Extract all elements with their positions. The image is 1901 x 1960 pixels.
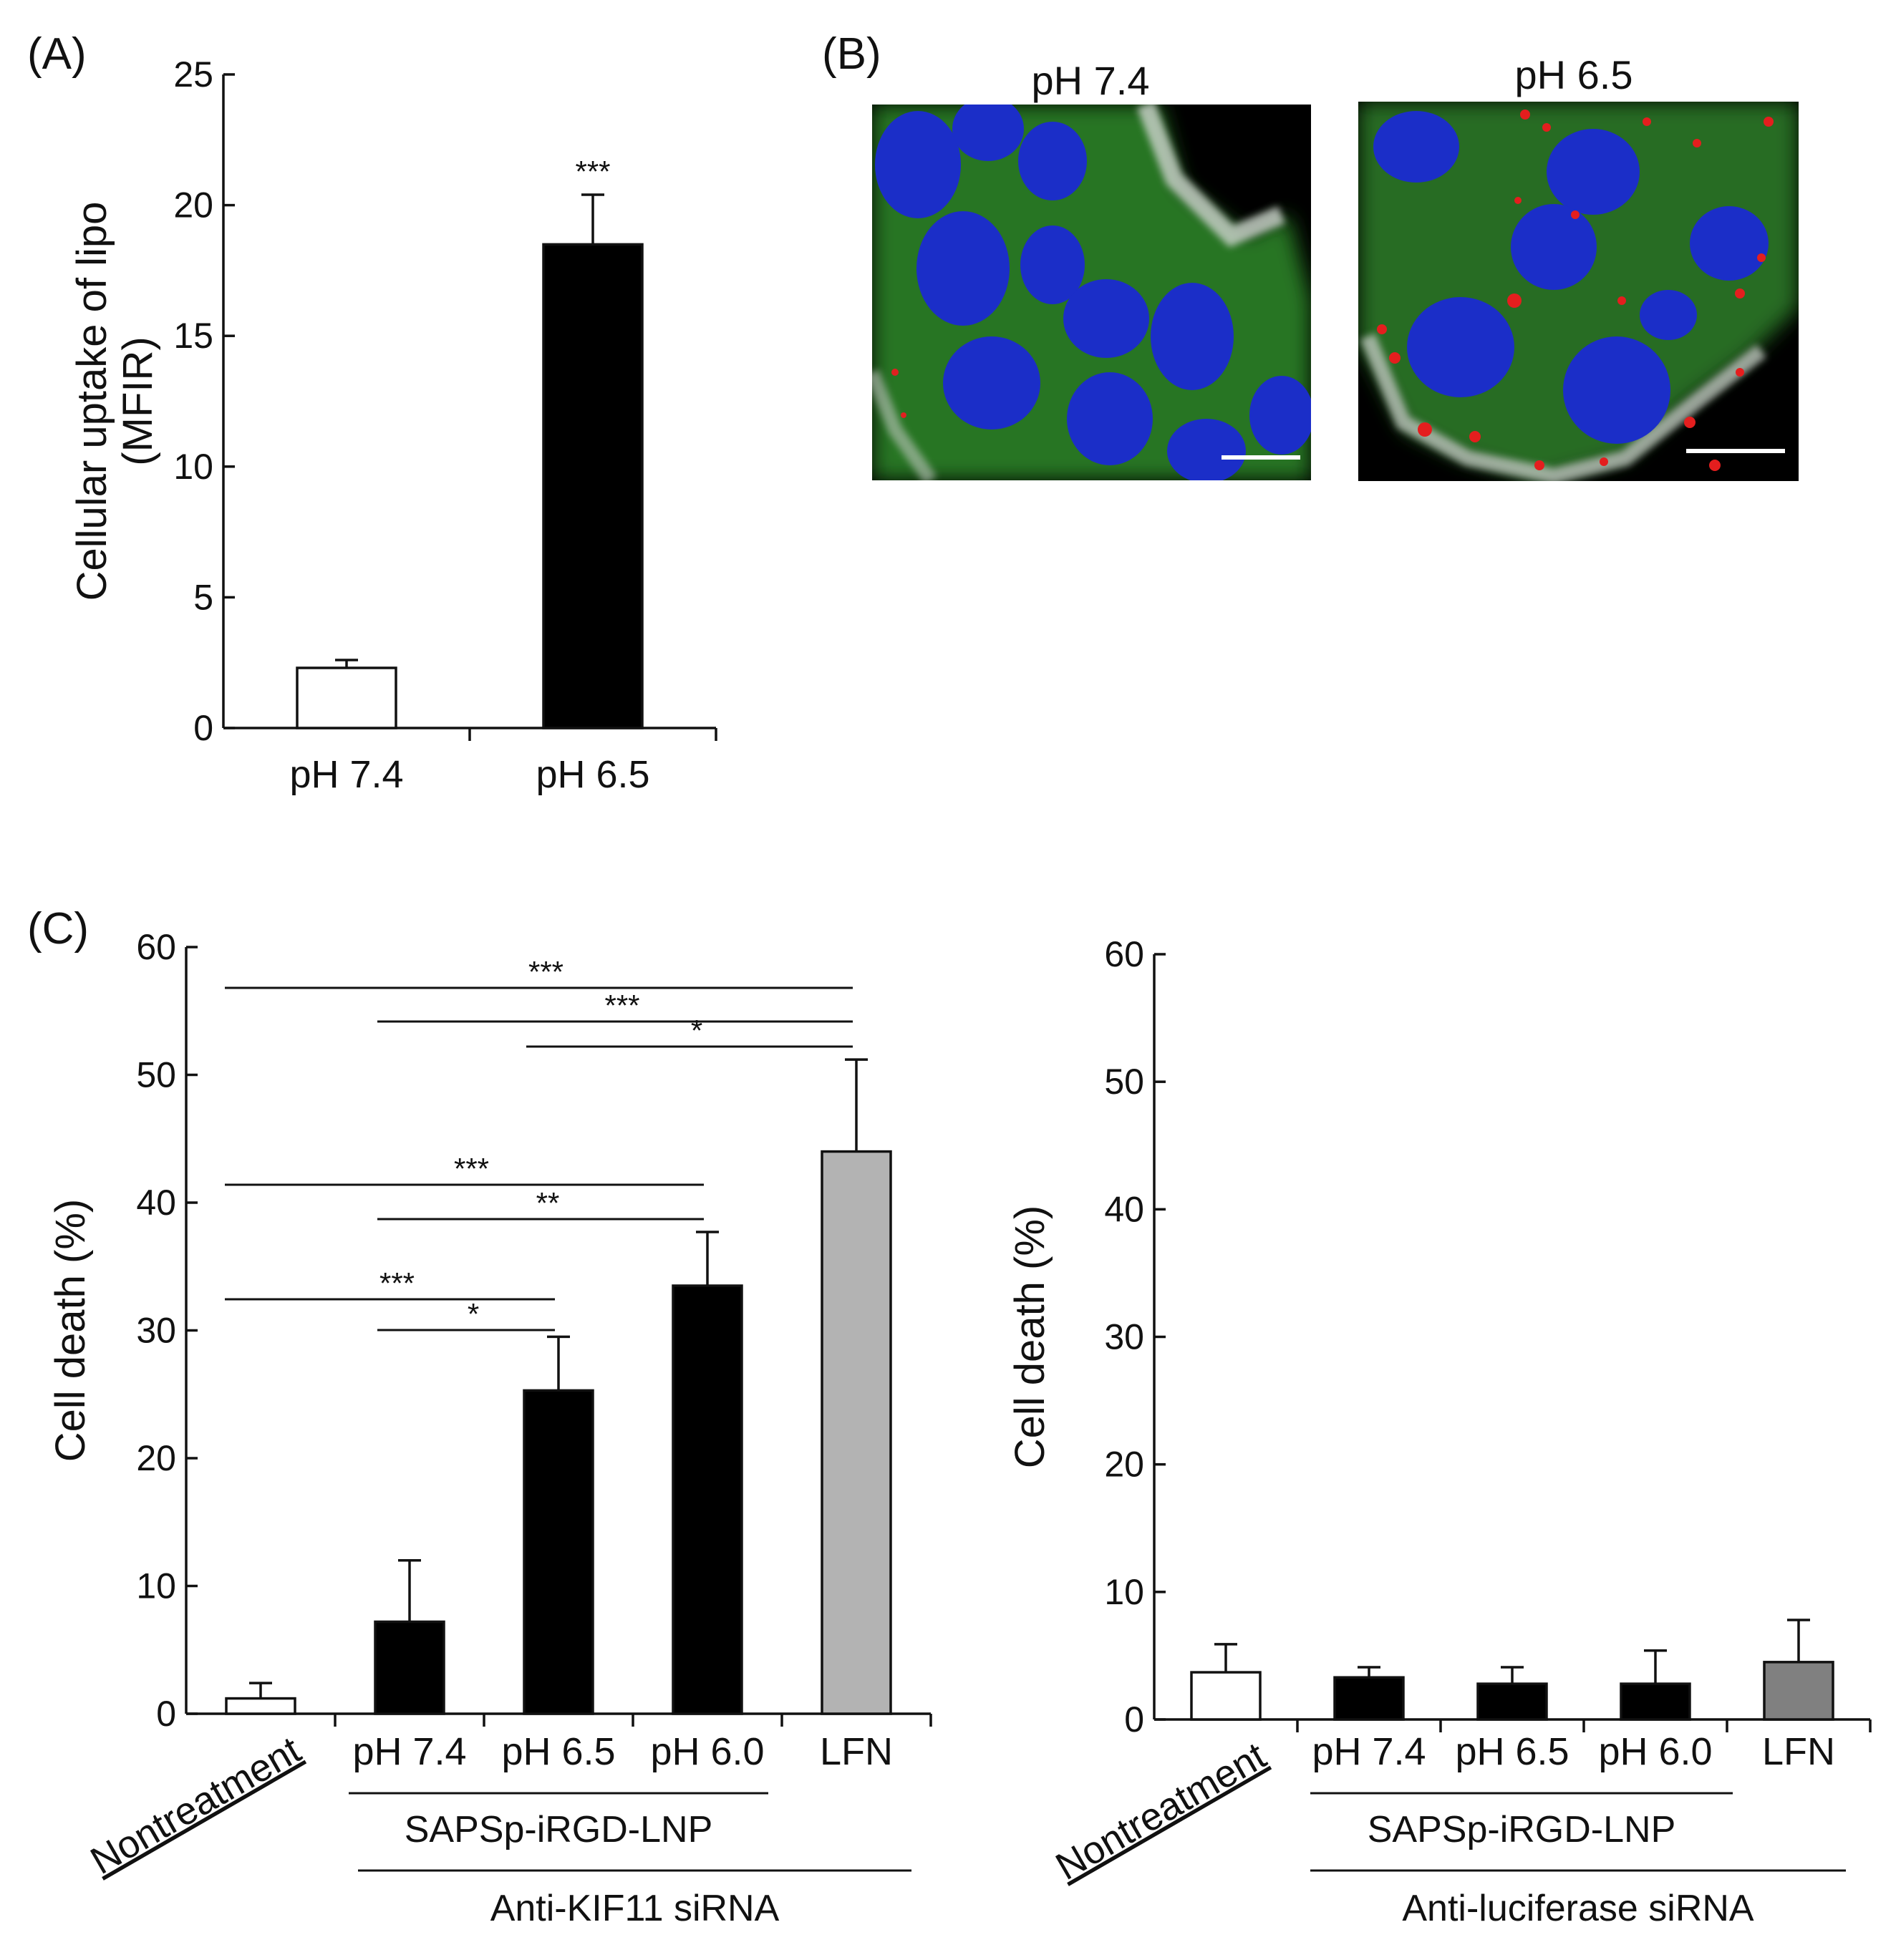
bar (1333, 1676, 1405, 1721)
bar (1763, 1661, 1834, 1721)
x-tick-label: pH 6.5 (1455, 1730, 1569, 1773)
micrograph-title-left: pH 7.4 (1032, 58, 1150, 103)
y-tick-label: 50 (1104, 1062, 1144, 1102)
y-tick-label: 30 (136, 1311, 176, 1351)
bar (225, 1697, 296, 1715)
chart-c-left: 0 10 20 30 40 50 60 Cell death (%) Nontreatment p… (47, 927, 932, 1929)
group-label: SAPSp-iRGD-LNP (405, 1809, 713, 1850)
y-tick-label: 30 (1104, 1317, 1144, 1357)
bar (1190, 1671, 1262, 1721)
x-tick-label: LFN (1762, 1730, 1835, 1773)
micrograph-ph74 (872, 105, 1311, 480)
x-tick-label: pH 6.0 (1598, 1730, 1712, 1773)
micrograph-title-right: pH 6.5 (1515, 52, 1633, 97)
comparison-label: *** (454, 1152, 489, 1185)
x-tick-label-rotated: Nontreatment (1049, 1734, 1273, 1888)
panel-label-c: (C) (27, 904, 89, 954)
bar (1620, 1682, 1691, 1721)
y-tick-label: 15 (173, 316, 213, 356)
comparison-label: ** (536, 1186, 560, 1220)
y-tick-label: 20 (173, 185, 213, 225)
y-tick-label: 10 (136, 1566, 176, 1606)
y-tick-label: 0 (1124, 1699, 1144, 1740)
y-tick-label: 20 (1104, 1445, 1144, 1485)
scale-bar-right (1686, 449, 1785, 453)
y-tick-label: 0 (156, 1694, 176, 1734)
bar (672, 1284, 743, 1715)
group-label: SAPSp-iRGD-LNP (1368, 1809, 1676, 1850)
y-tick-label: 5 (193, 577, 213, 617)
x-tick-label-rotated: Nontreatment (84, 1728, 308, 1883)
scale-bar-left (1222, 455, 1300, 460)
comparison-label: *** (528, 955, 563, 989)
y-tick-label: 50 (136, 1055, 176, 1095)
y-axis-label-line: Cellular uptake of lipo (69, 202, 115, 601)
bar (1476, 1682, 1548, 1721)
y-tick-label: 0 (193, 708, 213, 748)
bar (374, 1620, 445, 1715)
x-tick-label: pH 7.4 (289, 753, 403, 796)
panel-label-b: (B) (822, 29, 881, 79)
y-tick-label: 25 (173, 54, 213, 94)
y-tick-label: 20 (136, 1438, 176, 1478)
x-tick-label: pH 6.5 (501, 1730, 615, 1773)
x-tick-label: pH 7.4 (1312, 1730, 1426, 1773)
bar (542, 243, 644, 729)
y-tick-label: 40 (1104, 1189, 1144, 1229)
y-axis-label: Cell death (%) (47, 1199, 94, 1462)
x-tick-label: pH 6.0 (650, 1730, 764, 1773)
micrograph-ph65 (1358, 102, 1799, 481)
treatment-label: Anti-luciferase siRNA (1402, 1888, 1754, 1929)
x-tick-label: pH 7.4 (352, 1730, 466, 1773)
y-tick-label: 60 (136, 927, 176, 967)
y-tick-label: 10 (173, 447, 213, 487)
significance-label: *** (575, 155, 610, 188)
bar (821, 1150, 892, 1715)
bar (523, 1389, 594, 1715)
y-tick-label: 40 (136, 1183, 176, 1223)
comparison-label: * (468, 1297, 479, 1331)
y-axis-label: Cellular uptake of lipo(MFIR) (69, 202, 161, 601)
x-tick-label: LFN (820, 1730, 893, 1773)
y-tick-label: 60 (1104, 934, 1144, 974)
panel-label-a: (A) (27, 29, 87, 79)
chart-a: 0 5 10 15 20 25 Cellular uptake of lipo(MFIR) p… (69, 54, 717, 796)
y-axis-label: Cell death (%) (1007, 1205, 1053, 1468)
comparison-label: *** (604, 989, 639, 1022)
treatment-label: Anti-KIF11 siRNA (490, 1888, 780, 1929)
y-tick-label: 10 (1104, 1572, 1144, 1612)
bar (296, 666, 397, 729)
chart-c-right: 0 10 20 30 40 50 60 Cell death (%) Nontreatment p… (1007, 934, 1872, 1929)
x-tick-label: pH 6.5 (536, 753, 649, 796)
comparison-label: *** (379, 1266, 415, 1300)
comparison-label: * (691, 1014, 702, 1047)
y-axis-label-line: (MFIR) (115, 336, 161, 465)
